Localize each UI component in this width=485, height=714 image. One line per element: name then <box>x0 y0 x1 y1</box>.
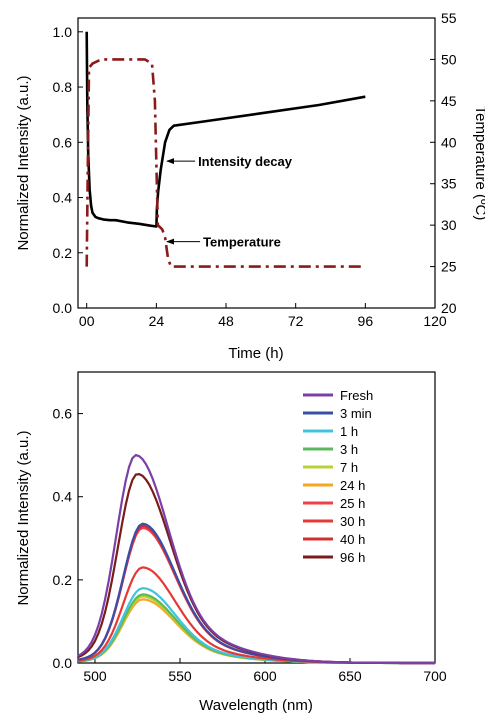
x-tick-label: 72 <box>288 313 304 329</box>
x-axis-title: Time (h) <box>228 345 283 362</box>
x-tick-label: 500 <box>83 668 107 684</box>
plot-frame <box>77 371 436 664</box>
y2-tick-label: 40 <box>441 134 457 150</box>
y2-axis-title: Temperature (ºC) <box>472 106 485 221</box>
y2-tick-label: 25 <box>441 259 457 275</box>
y-tick-label: 0.6 <box>53 406 73 422</box>
legend-label: 96 h <box>340 550 365 565</box>
legend-label: 24 h <box>340 478 365 493</box>
plot-frame <box>77 17 436 309</box>
y2-tick-label: 35 <box>441 176 457 192</box>
y2-tick-label: 50 <box>441 51 457 67</box>
x-tick-label: 600 <box>253 668 277 684</box>
legend-label: 7 h <box>340 460 358 475</box>
y-axis-title: Normalized Intensity (a.u.) <box>15 430 32 605</box>
spectrum-line-30-h <box>77 566 435 665</box>
spectra-chart: 500 550 600 650 700 0.0 0.2 0.4 0.6 Fresh 3 min 1… <box>15 371 447 714</box>
x-tick-label: 48 <box>218 313 234 329</box>
x-tick-label: 650 <box>338 668 362 684</box>
spectrum-line-Fresh <box>77 454 435 665</box>
x-tick-label: 00 <box>79 313 95 329</box>
x-tick-label: 700 <box>423 668 447 684</box>
y-tick-label: 0.2 <box>53 245 73 261</box>
x-tick-label: 120 <box>423 313 447 329</box>
series-line-temperature <box>85 58 366 268</box>
legend-label: 40 h <box>340 532 365 547</box>
y-tick-label: 0.4 <box>53 489 73 505</box>
spectrum-line-96-h <box>77 473 435 665</box>
y2-tick-label: 55 <box>441 10 457 26</box>
y-tick-label: 0.0 <box>53 300 73 316</box>
intensity-temperature-chart: 00 24 48 72 96 120 0.0 0.2 0.4 0.6 0.8 1.0 20 25 30 3… <box>15 10 485 362</box>
legend-label: 25 h <box>340 496 365 511</box>
legend-label: 1 h <box>340 424 358 439</box>
y2-tick-label: 45 <box>441 93 457 109</box>
x-tick-label: 550 <box>168 668 192 684</box>
x-axis-title: Wavelength (nm) <box>199 697 313 714</box>
legend-label: 30 h <box>340 514 365 529</box>
y-axis-title: Normalized Intensity (a.u.) <box>15 75 32 250</box>
y2-tick-label: 30 <box>441 217 457 233</box>
y-tick-label: 0.6 <box>53 134 73 150</box>
x-tick-label: 96 <box>358 313 374 329</box>
y2-tick-label: 20 <box>441 300 457 316</box>
spectrum-line-3-min <box>77 522 435 665</box>
annotation-temperature: Temperature <box>203 235 281 250</box>
series-line-intensity-decay <box>85 31 366 228</box>
y-tick-label: 0.4 <box>53 190 73 206</box>
y-tick-label: 1.0 <box>53 24 73 40</box>
y-tick-label: 0.0 <box>53 655 73 671</box>
y-tick-label: 0.2 <box>53 572 73 588</box>
legend-label: 3 h <box>340 442 358 457</box>
x-tick-label: 24 <box>149 313 165 329</box>
y-tick-label: 0.8 <box>53 79 73 95</box>
legend-label: Fresh <box>340 388 373 403</box>
annotation-intensity-decay: Intensity decay <box>198 154 293 169</box>
legend-label: 3 min <box>340 406 372 421</box>
